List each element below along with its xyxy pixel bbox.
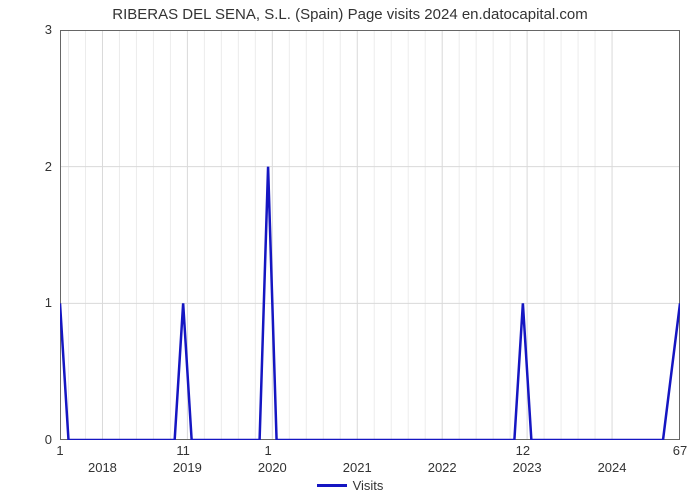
legend: Visits [0,478,700,493]
data-point-label: 67 [665,443,695,458]
plot-svg [60,30,680,440]
chart-container: RIBERAS DEL SENA, S.L. (Spain) Page visi… [0,0,700,500]
legend-label: Visits [353,478,384,493]
x-tick-label: 2020 [247,460,297,475]
x-tick-label: 2019 [162,460,212,475]
x-tick-label: 2022 [417,460,467,475]
y-tick-label: 1 [20,295,52,310]
x-tick-label: 2021 [332,460,382,475]
data-point-label: 1 [253,443,283,458]
chart-title: RIBERAS DEL SENA, S.L. (Spain) Page visi… [0,6,700,23]
y-tick-label: 3 [20,22,52,37]
plot-area [60,30,680,440]
data-point-label: 11 [168,443,198,458]
legend-swatch [317,484,347,487]
data-point-label: 1 [45,443,75,458]
x-tick-label: 2018 [77,460,127,475]
data-point-label: 12 [508,443,538,458]
x-tick-label: 2024 [587,460,637,475]
x-tick-label: 2023 [502,460,552,475]
y-tick-label: 2 [20,159,52,174]
